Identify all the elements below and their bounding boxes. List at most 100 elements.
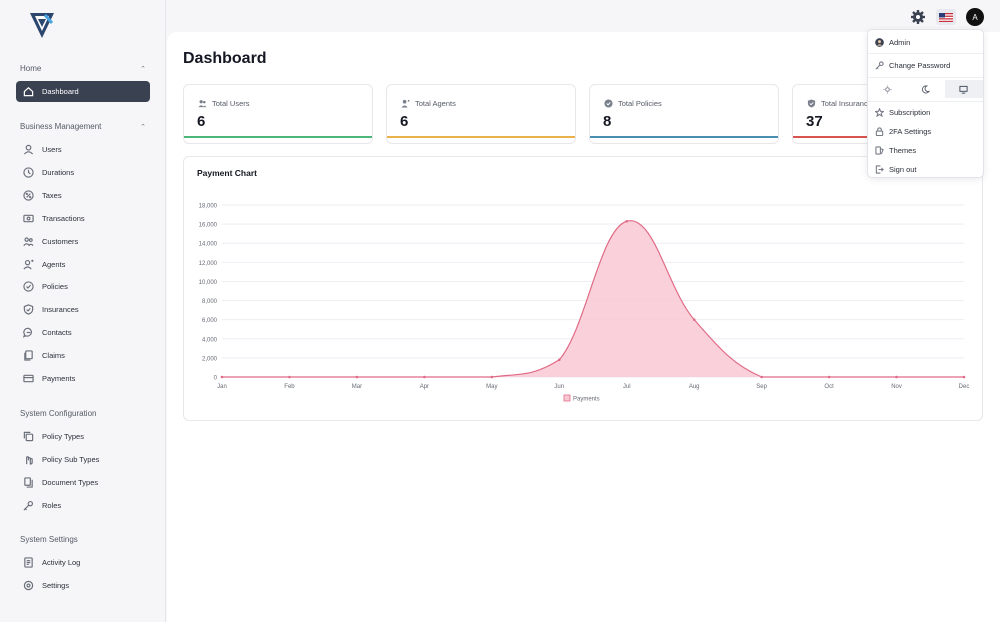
sidebar-item-label: Insurances: [42, 305, 79, 315]
sidebar-item-settings[interactable]: Settings: [16, 575, 150, 596]
x-tick-label: Jan: [217, 384, 227, 390]
sidebar-item-label: Durations: [42, 167, 75, 177]
menu-item-admin[interactable]: Admin: [874, 34, 979, 50]
star-icon: [874, 107, 884, 117]
sidebar-item-policy-types[interactable]: Policy Types: [16, 426, 150, 447]
shield-check-icon: [22, 304, 34, 316]
key-icon: [874, 60, 884, 70]
menu-item-label: Change Password: [889, 60, 951, 70]
sidebar-item-label: Settings: [42, 580, 70, 590]
sidebar-item-claims[interactable]: Claims: [16, 345, 150, 366]
topbar-actions: A: [910, 8, 984, 26]
data-point: [625, 219, 629, 223]
sidebar-item-users[interactable]: Users: [16, 139, 150, 160]
theme-system-button[interactable]: [944, 80, 983, 98]
stat-accent-bar: [184, 136, 372, 138]
monitor-icon: [959, 85, 968, 94]
x-tick-label: Nov: [891, 384, 902, 390]
stat-card-agents: Total Agents 6: [386, 84, 576, 144]
y-tick-label: 6,000: [202, 318, 218, 324]
stat-label-text: Total Insurances: [821, 99, 876, 108]
config-section-label: System Configuration: [20, 409, 97, 418]
home-section-header[interactable]: Home ⌃: [20, 64, 146, 73]
theme-dark-button[interactable]: [906, 80, 944, 98]
sidebar-item-label: Claims: [42, 351, 65, 361]
x-tick-label: Jul: [623, 384, 631, 390]
check-circle-icon: [604, 99, 613, 108]
sidebar-item-activity-log[interactable]: Activity Log: [16, 552, 150, 573]
sidebar-item-roles[interactable]: Roles: [16, 495, 150, 516]
data-point: [557, 358, 561, 362]
business-section-header[interactable]: Business Management ⌃: [20, 122, 146, 131]
sidebar-item-policy-sub-types[interactable]: Policy Sub Types: [16, 449, 150, 470]
sun-icon: [883, 84, 892, 94]
legend-swatch: [563, 394, 571, 402]
x-tick-label: Dec: [959, 384, 970, 390]
stat-label: Total Insurances: [807, 99, 876, 108]
menu-item-subscription[interactable]: Subscription: [874, 104, 979, 120]
menu-divider: [868, 77, 983, 78]
sidebar-item-document-types[interactable]: Document Types: [16, 472, 150, 493]
sidebar-item-label: Agents: [42, 259, 66, 269]
data-point: [288, 375, 291, 379]
y-tick-label: 18,000: [199, 204, 218, 210]
stat-value: 6: [400, 113, 409, 130]
avatar-icon: [874, 37, 884, 47]
avatar-letter: A: [972, 12, 978, 22]
menu-item-label: Themes: [889, 145, 917, 155]
stat-accent-bar: [590, 136, 778, 138]
chevron-up-icon: ⌃: [140, 123, 146, 131]
sidebar-item-payments[interactable]: Payments: [16, 368, 150, 389]
sidebar-item-transactions[interactable]: Transactions: [16, 208, 150, 229]
sidebar-item-insurances[interactable]: Insurances: [16, 299, 150, 320]
x-tick-label: Apr: [420, 384, 429, 390]
sidebar-item-agents[interactable]: Agents: [16, 254, 150, 275]
menu-item-2fa-settings[interactable]: 2FA Settings: [874, 123, 979, 139]
customers-icon: [22, 235, 34, 247]
copy-icon: [22, 431, 34, 443]
chart-title: Payment Chart: [197, 168, 257, 178]
hand-icon: [22, 453, 34, 465]
theme-switcher: [868, 80, 983, 98]
menu-divider: [868, 101, 983, 102]
palette-icon: [874, 145, 884, 155]
menu-item-label: Sign out: [889, 164, 917, 174]
sidebar-item-dashboard[interactable]: Dashboard: [16, 81, 150, 102]
chevron-up-icon: ⌃: [140, 65, 146, 73]
sidebar-item-customers[interactable]: Customers: [16, 231, 150, 252]
sidebar-item-label: Contacts: [42, 328, 72, 338]
stat-label: Total Agents: [401, 99, 456, 108]
stat-value: 37: [806, 113, 823, 130]
menu-item-sign-out[interactable]: Sign out: [874, 161, 979, 177]
language-flag-button[interactable]: [936, 9, 956, 25]
sidebar-item-contacts[interactable]: Contacts: [16, 322, 150, 343]
sidebar-item-durations[interactable]: Durations: [16, 162, 150, 183]
series-area: [222, 220, 964, 377]
theme-light-button[interactable]: [868, 80, 906, 98]
stat-card-users: Total Users 6: [183, 84, 373, 144]
us-flag-icon: [939, 12, 953, 22]
sidebar-item-policies[interactable]: Policies: [16, 276, 150, 297]
logo-icon[interactable]: [28, 10, 56, 40]
y-tick-label: 8,000: [202, 299, 218, 305]
sidebar-item-label: Policies: [42, 282, 68, 292]
user-avatar-button[interactable]: A: [966, 8, 984, 26]
log-icon: [22, 557, 34, 569]
data-point: [760, 375, 763, 379]
x-tick-label: Jun: [554, 384, 564, 390]
sidebar-item-taxes[interactable]: Taxes: [16, 185, 150, 206]
menu-item-change-password[interactable]: Change Password: [874, 57, 979, 73]
documents-icon: [22, 476, 34, 488]
legend-label: Payments: [573, 397, 600, 403]
data-point: [355, 375, 359, 379]
menu-item-label: Admin: [889, 37, 911, 47]
chat-icon: [22, 327, 34, 339]
x-tick-label: Aug: [689, 384, 700, 390]
menu-item-label: 2FA Settings: [889, 126, 932, 136]
data-point: [895, 375, 898, 379]
menu-item-themes[interactable]: Themes: [874, 142, 979, 158]
user-icon: [22, 144, 34, 156]
y-tick-label: 12,000: [199, 261, 218, 267]
gear-icon[interactable]: [910, 9, 926, 25]
sidebar-item-label: Taxes: [42, 190, 62, 200]
